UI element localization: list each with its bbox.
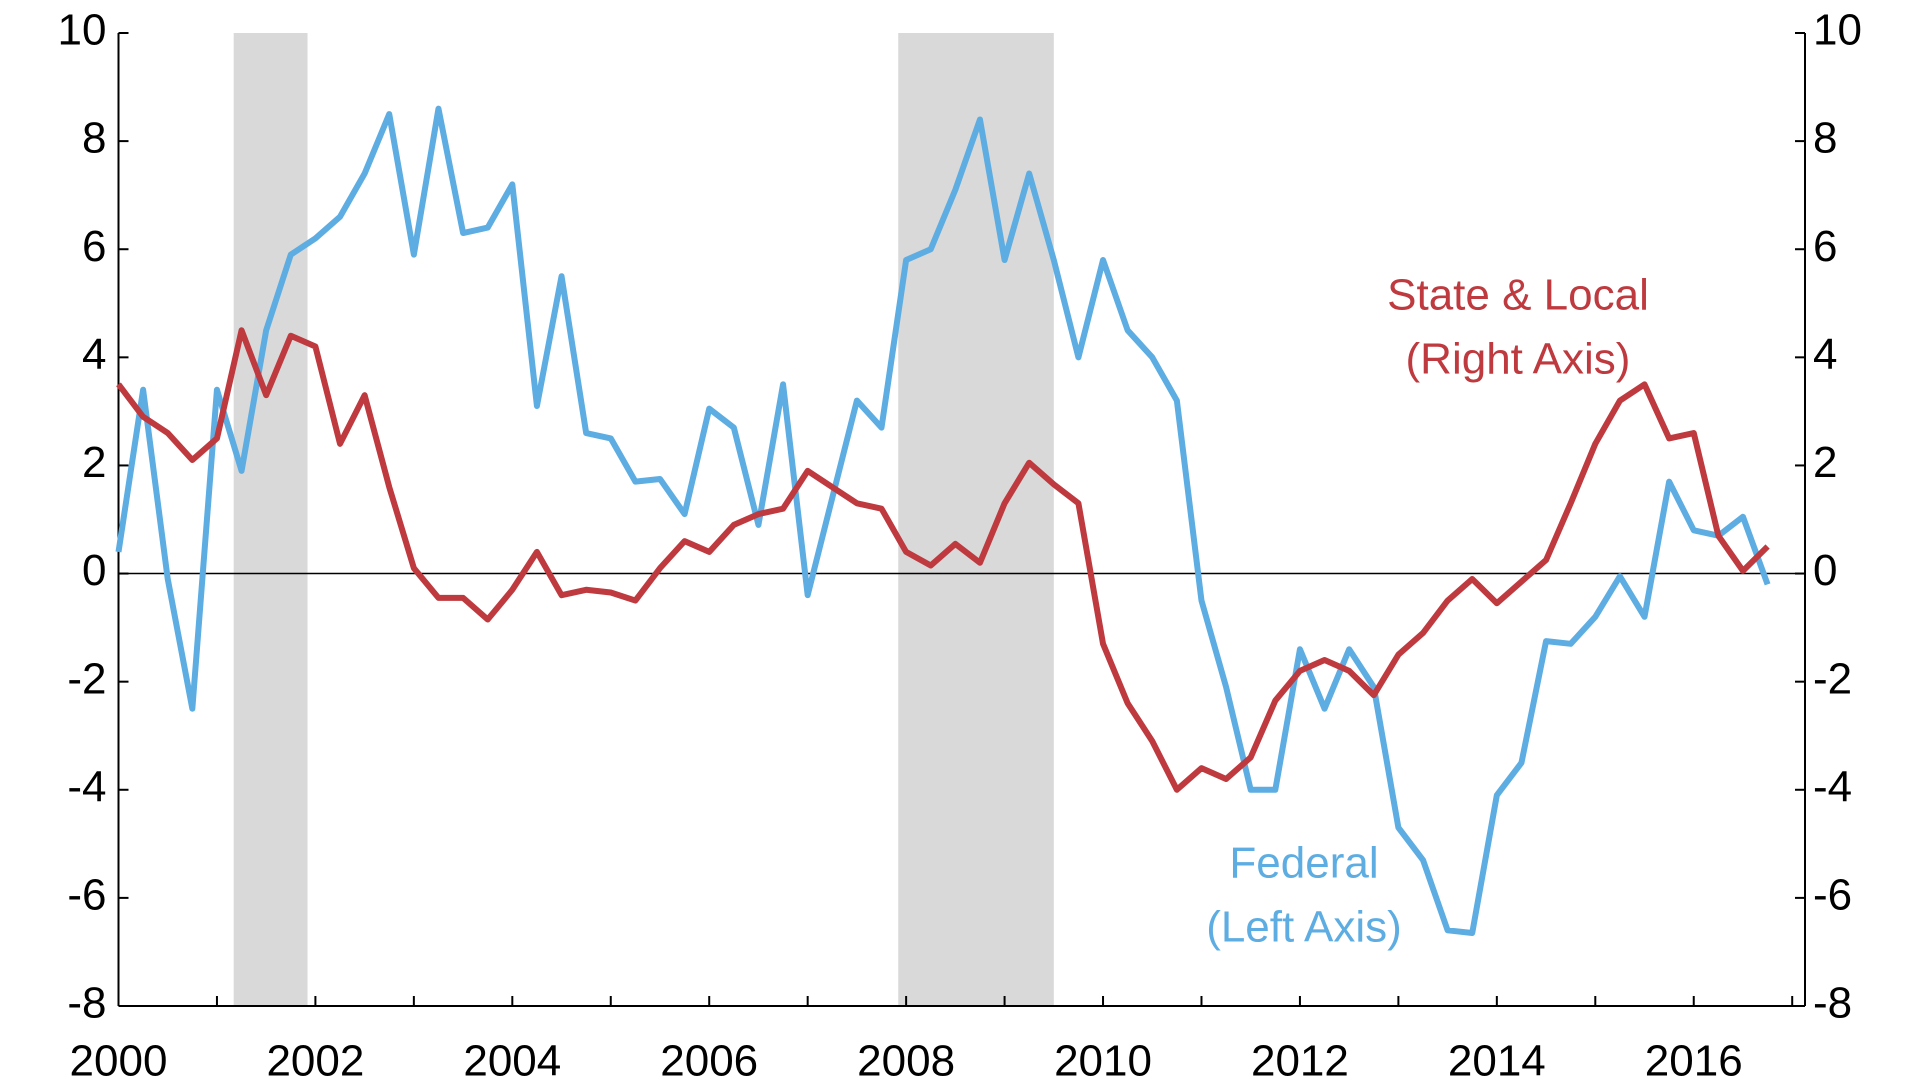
y-tick-label: 6 [82,222,106,271]
x-tick-label: 2016 [1645,1037,1743,1086]
y-tick-label: 4 [82,330,106,379]
series-axis-note: (Left Axis) [1206,903,1402,952]
series-label: State & Local [1387,271,1649,320]
y2-tick-label: 4 [1813,330,1837,379]
x-tick-label: 2004 [463,1037,561,1086]
y-tick-label: 2 [82,438,106,487]
series-line [116,327,1770,793]
x-tick-label: 2008 [857,1037,955,1086]
y2-tick-label: 8 [1813,114,1837,163]
series-label: Federal [1229,839,1378,888]
series-axis-note: (Right Axis) [1406,335,1631,384]
y-tick-label: -4 [67,762,106,811]
y-tick-label: -2 [67,654,106,703]
y2-tick-label: -4 [1813,762,1852,811]
x-tick-label: 2006 [660,1037,758,1086]
recession-band [233,33,308,1006]
y-tick-label: -8 [67,979,106,1028]
y-tick-label: 10 [58,6,107,55]
y2-tick-label: 0 [1813,546,1837,595]
recession-band [898,33,1054,1006]
x-tick-label: 2000 [70,1037,168,1086]
y-tick-label: 0 [82,546,106,595]
y2-tick-label: -2 [1813,654,1852,703]
y2-tick-label: -6 [1813,871,1852,920]
y-tick-label: 8 [82,114,106,163]
y2-tick-label: 2 [1813,438,1837,487]
y2-tick-label: 10 [1813,6,1862,55]
y-tick-label: -6 [67,871,106,920]
y2-tick-label: -8 [1813,979,1852,1028]
x-tick-label: 2012 [1251,1037,1349,1086]
y2-tick-label: 6 [1813,222,1837,271]
x-tick-label: 2002 [266,1037,364,1086]
x-tick-label: 2010 [1054,1037,1152,1086]
series-line [115,105,1771,937]
x-tick-label: 2014 [1448,1037,1546,1086]
